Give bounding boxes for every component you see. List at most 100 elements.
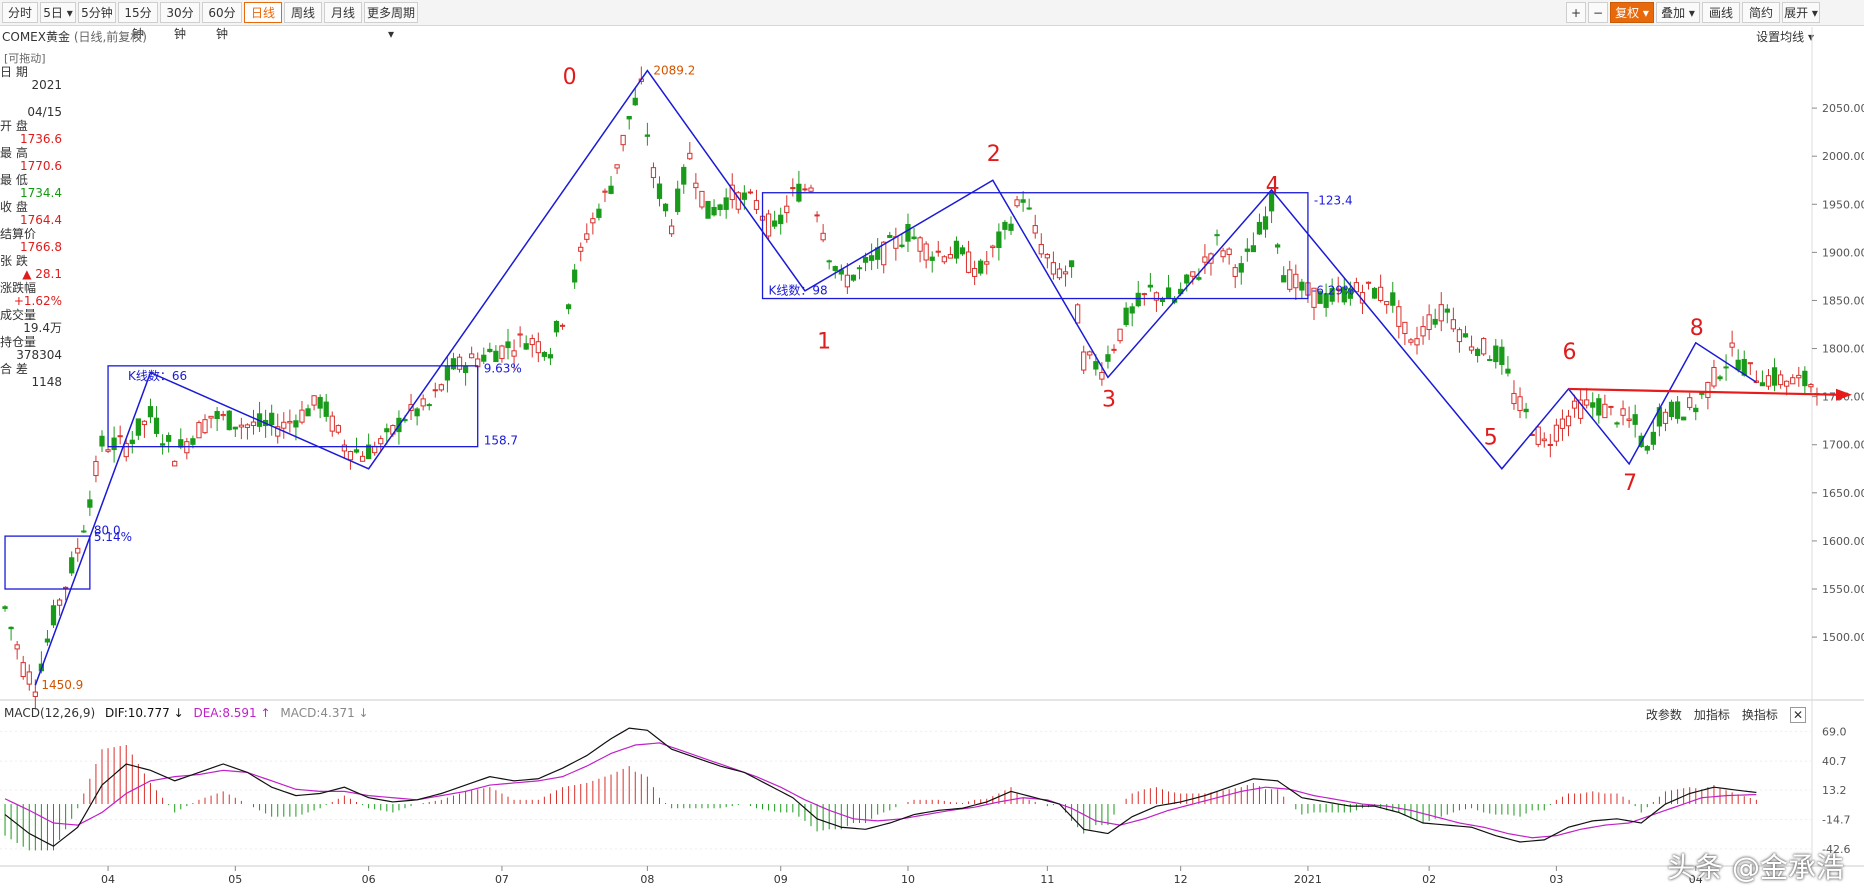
toolbar-right-button-4[interactable]: 画线 xyxy=(1702,2,1740,23)
candle-body xyxy=(1474,348,1481,357)
candle-body xyxy=(190,438,196,445)
candle-body xyxy=(1729,342,1735,348)
candle-body xyxy=(408,404,414,411)
candle-body xyxy=(1717,376,1723,380)
candle-body xyxy=(1668,401,1675,417)
month-label: 06 xyxy=(362,873,376,886)
dif-line xyxy=(4,727,1757,847)
toolbar-right-button-5[interactable]: 简约 xyxy=(1742,2,1780,23)
candle-body xyxy=(1232,267,1238,277)
candle-body xyxy=(596,208,602,218)
toolbar-right-button-6[interactable]: 展开 ▾ xyxy=(1782,2,1820,23)
set-ma-button[interactable]: 设置均线 ▾ xyxy=(1756,30,1814,44)
macd-button-2[interactable]: 换指标 xyxy=(1741,708,1778,722)
candle-body xyxy=(723,197,729,210)
candle-body xyxy=(1462,333,1469,338)
candle-body xyxy=(1590,402,1596,408)
candle-body xyxy=(1481,338,1487,355)
candle-body xyxy=(1723,366,1729,369)
candle-body xyxy=(717,204,723,210)
month-label: 05 xyxy=(228,873,242,886)
macd-button-1[interactable]: 加指标 xyxy=(1693,708,1730,722)
candle-body xyxy=(1656,407,1663,427)
candle-body xyxy=(220,413,226,417)
macd-button-0[interactable]: 改参数 xyxy=(1645,708,1682,722)
candle-body xyxy=(1565,415,1572,427)
price-tick-label: 1950.00 xyxy=(1822,198,1864,211)
candle-body xyxy=(1299,281,1305,291)
wave-label: 8 xyxy=(1690,316,1704,341)
candle-body xyxy=(1487,359,1493,362)
candle-body xyxy=(1420,326,1426,337)
candle-body xyxy=(1335,288,1341,291)
candle-body xyxy=(444,366,451,381)
price-tick-label: 1750.00 xyxy=(1822,391,1864,404)
macd-label: MACD:4.371 ↓ xyxy=(280,706,369,720)
candle-body xyxy=(493,350,499,363)
wave-label: 6 xyxy=(1563,340,1577,365)
candle-body xyxy=(644,134,651,137)
candle-body xyxy=(687,152,693,160)
period-tab-3[interactable]: 15分钟 xyxy=(118,2,158,41)
candle-body xyxy=(256,413,263,427)
toolbar-right-button-3[interactable]: 叠加 ▾ xyxy=(1656,2,1700,23)
candle-body xyxy=(959,247,966,255)
candle-body xyxy=(1020,199,1026,203)
candle-body xyxy=(238,424,244,428)
candle-body xyxy=(517,333,523,336)
wave-label: 7 xyxy=(1623,471,1637,496)
period-tab-0[interactable]: 分时 xyxy=(2,2,38,23)
candle-body xyxy=(1596,398,1602,416)
candle-body xyxy=(875,247,881,260)
candle-body xyxy=(1347,288,1353,299)
macd-button-3[interactable]: ✕ xyxy=(1789,707,1806,723)
draggable-label[interactable]: [可拖动] xyxy=(4,52,46,65)
candle-body xyxy=(1681,416,1687,421)
candle-body xyxy=(1662,411,1669,424)
candle-body xyxy=(1159,298,1166,303)
candle-body xyxy=(917,237,923,252)
candle-body xyxy=(990,245,996,249)
candle-body xyxy=(1632,414,1638,425)
toolbar-right-button-1[interactable]: − xyxy=(1588,2,1608,23)
period-tab-6[interactable]: 日线 xyxy=(244,2,282,23)
macd-tick-label: 69.0 xyxy=(1822,725,1847,738)
period-tab-9[interactable]: 更多周期 ▾ xyxy=(364,2,418,41)
candle-body xyxy=(620,134,626,146)
candle-body xyxy=(808,187,814,192)
period-tab-2[interactable]: 5分钟 xyxy=(78,2,116,23)
candle-body xyxy=(565,304,572,310)
period-tab-8[interactable]: 月线 xyxy=(324,2,362,23)
candle-body xyxy=(1087,351,1093,356)
candle-body xyxy=(638,78,644,82)
info-label-11: 合 差 xyxy=(0,361,28,376)
candle-body xyxy=(1220,250,1226,258)
period-tab-1[interactable]: 5日 ▾ xyxy=(40,2,76,23)
dea-line xyxy=(4,742,1757,839)
candle-body xyxy=(784,205,790,214)
candle-body xyxy=(202,419,208,434)
candle-body xyxy=(1275,244,1281,248)
candle-body xyxy=(826,260,832,263)
candle-body xyxy=(293,420,299,428)
period-tab-5[interactable]: 60分钟 xyxy=(202,2,242,41)
candle-body xyxy=(287,420,293,424)
candle-body xyxy=(384,428,390,433)
candle-body xyxy=(693,182,699,189)
toolbar-right-button-2[interactable]: 复权 ▾ xyxy=(1610,2,1654,23)
period-tab-7[interactable]: 周线 xyxy=(284,2,322,23)
toolbar-right-button-0[interactable]: + xyxy=(1566,2,1586,23)
candles-group xyxy=(2,66,1820,710)
candle-body xyxy=(1171,298,1178,303)
period-tab-4[interactable]: 30分钟 xyxy=(160,2,200,41)
candle-body xyxy=(111,437,117,451)
candle-body xyxy=(1099,371,1105,380)
candle-body xyxy=(1578,399,1584,419)
chart-subtitle: (日线,前复权) xyxy=(73,30,147,44)
candle-body xyxy=(820,232,826,241)
candle-body xyxy=(790,187,796,190)
candle-body xyxy=(353,449,360,453)
candle-body xyxy=(129,439,135,445)
candle-body xyxy=(87,499,93,508)
